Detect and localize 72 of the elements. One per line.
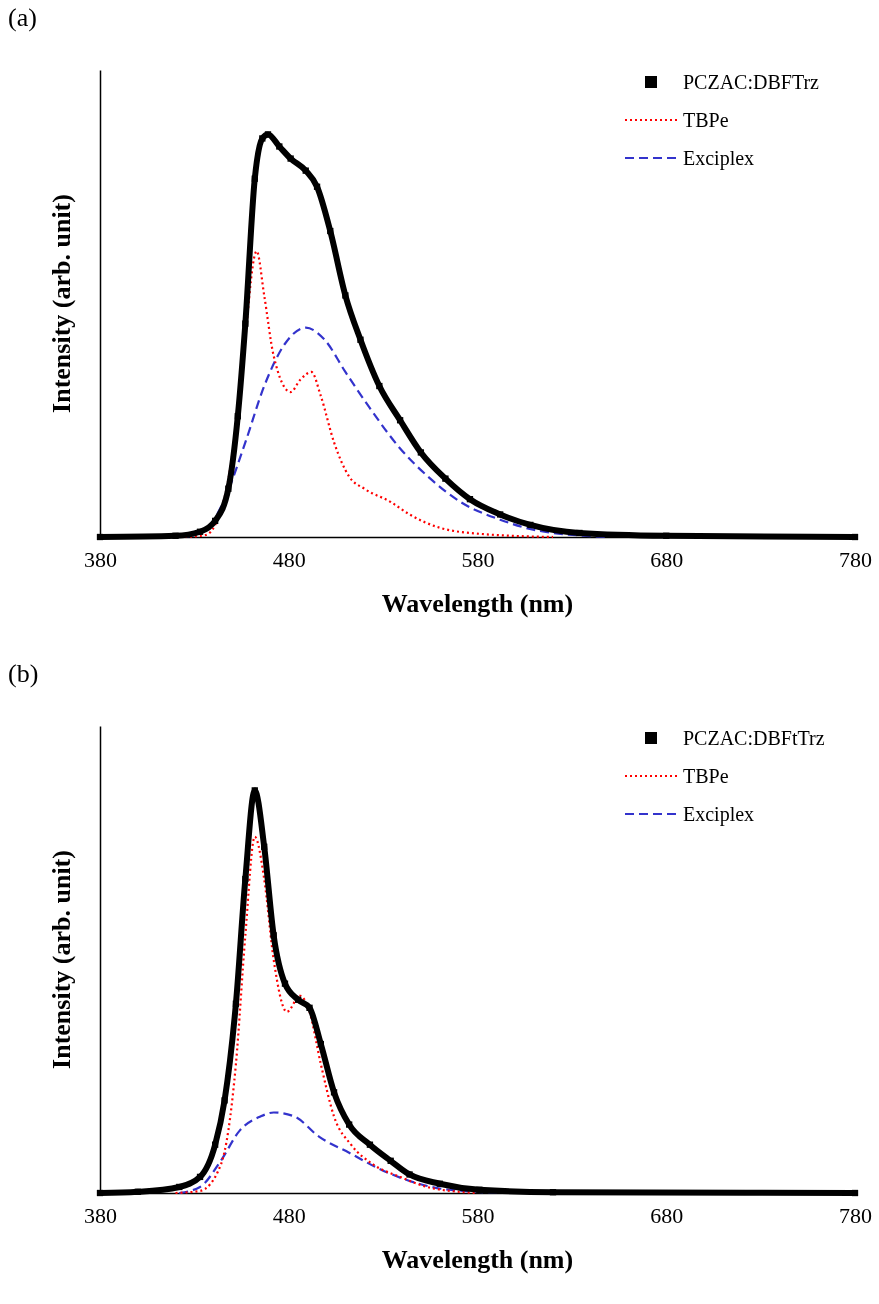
x-axis-title: Wavelength (nm) xyxy=(381,589,574,618)
point xyxy=(211,517,219,525)
point xyxy=(366,1141,374,1148)
x-tick-label: 680 xyxy=(650,1202,684,1228)
point xyxy=(281,980,289,987)
point xyxy=(851,533,859,541)
x-tick-label: 680 xyxy=(650,546,684,572)
point xyxy=(466,495,474,503)
point xyxy=(196,1173,204,1181)
point xyxy=(211,1141,219,1148)
point xyxy=(295,996,302,1003)
point xyxy=(417,449,425,456)
point xyxy=(251,175,258,182)
point xyxy=(527,521,534,529)
x-tick-label: 380 xyxy=(84,546,117,572)
point xyxy=(376,382,383,390)
y-axis-title: Intensity (arb. unit) xyxy=(47,194,76,413)
point xyxy=(851,1189,859,1197)
point xyxy=(306,1004,313,1011)
point xyxy=(357,336,364,343)
point xyxy=(313,183,321,190)
legend-label: TBPe xyxy=(683,109,729,131)
point xyxy=(549,1189,557,1196)
point xyxy=(259,135,266,142)
point xyxy=(176,1183,183,1191)
point xyxy=(287,155,294,162)
chart-title: (b) xyxy=(8,659,39,688)
legend-label: PCZAC:DBFtTrz xyxy=(683,727,825,749)
x-tick-label: 780 xyxy=(839,546,872,572)
x-tick-label: 480 xyxy=(272,1202,306,1228)
point xyxy=(196,528,204,535)
point xyxy=(276,143,283,150)
point xyxy=(406,1171,413,1178)
x-tick-label: 580 xyxy=(461,1202,495,1228)
x-axis-title: Wavelength (nm) xyxy=(381,1245,574,1274)
point xyxy=(396,417,404,424)
point xyxy=(496,511,504,518)
point xyxy=(302,167,309,174)
point xyxy=(134,1188,141,1195)
legend-label: PCZAC:DBFTrz xyxy=(683,71,820,93)
point xyxy=(342,292,349,299)
point xyxy=(96,533,104,541)
point xyxy=(442,475,449,482)
point xyxy=(172,532,179,539)
y-axis-title: Intensity (arb. unit) xyxy=(47,850,76,1069)
point xyxy=(387,1157,394,1164)
point xyxy=(234,413,241,420)
x-tick-label: 780 xyxy=(839,1202,872,1228)
legend-label: Exciplex xyxy=(683,147,755,170)
point xyxy=(663,532,670,539)
x-tick-label: 480 xyxy=(272,546,306,572)
point xyxy=(242,320,249,327)
x-tick-label: 580 xyxy=(461,546,495,572)
point xyxy=(264,131,272,138)
point xyxy=(96,1189,104,1197)
point xyxy=(330,1089,338,1096)
point xyxy=(317,1040,324,1048)
legend-label: TBPe xyxy=(683,765,729,787)
point xyxy=(436,1180,443,1187)
chart-title: (a) xyxy=(8,3,37,32)
point xyxy=(476,1186,483,1193)
point xyxy=(576,529,583,537)
point xyxy=(242,875,249,883)
point xyxy=(232,1000,240,1007)
point xyxy=(225,485,232,492)
point xyxy=(221,1097,228,1104)
point xyxy=(327,227,334,235)
point xyxy=(261,843,268,850)
x-tick-label: 380 xyxy=(84,1202,117,1228)
point xyxy=(345,1121,353,1128)
point xyxy=(270,932,277,939)
legend-label: Exciplex xyxy=(683,803,755,826)
